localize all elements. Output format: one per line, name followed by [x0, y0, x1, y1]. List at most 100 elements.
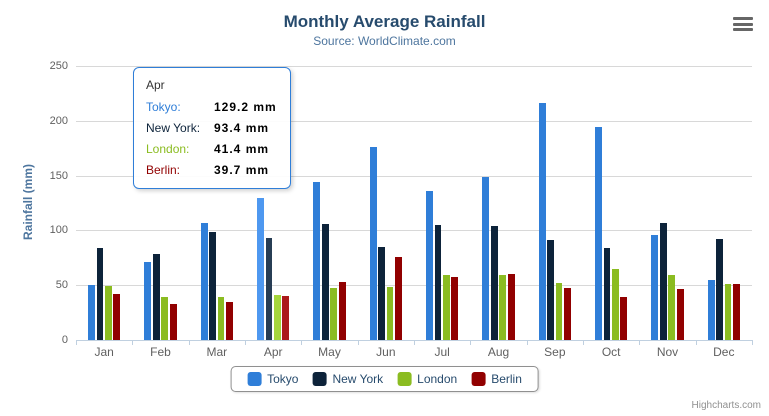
column-berlin-oct[interactable]	[620, 297, 628, 340]
y-axis-label: 100	[49, 224, 68, 237]
column-new-york-apr[interactable]	[265, 237, 273, 340]
legend-item-berlin[interactable]: Berlin	[471, 372, 522, 386]
column-berlin-nov[interactable]	[676, 288, 684, 340]
column-new-york-nov[interactable]	[659, 223, 667, 340]
legend-swatch-icon	[397, 372, 412, 386]
tooltip-series-label: London:	[146, 142, 190, 156]
column-new-york-dec[interactable]	[716, 238, 723, 340]
legend-swatch-icon	[471, 372, 486, 386]
export-menu-icon[interactable]	[733, 17, 753, 31]
x-axis-label: Feb	[150, 345, 171, 359]
legend-swatch-icon	[247, 372, 262, 386]
column-berlin-may[interactable]	[338, 282, 346, 340]
x-axis-label: Mar	[206, 345, 228, 359]
column-london-feb[interactable]	[161, 297, 169, 340]
column-new-york-mar[interactable]	[209, 232, 216, 340]
column-new-york-oct[interactable]	[603, 248, 611, 340]
column-berlin-mar[interactable]	[226, 302, 233, 340]
y-axis-label: 200	[49, 114, 68, 127]
column-new-york-feb[interactable]	[152, 253, 160, 340]
column-tokyo-jul[interactable]	[426, 191, 433, 340]
tooltip-row: New York: 93.4 mm	[146, 118, 280, 139]
column-new-york-aug[interactable]	[490, 225, 498, 340]
x-axis-tick	[526, 341, 528, 345]
x-axis-tick	[414, 341, 415, 345]
x-axis-label: Jun	[376, 345, 396, 359]
y-gridline	[76, 66, 752, 67]
column-tokyo-may[interactable]	[313, 182, 321, 340]
x-axis-label: Apr	[263, 345, 283, 359]
x-axis-tick	[752, 341, 753, 345]
column-london-jan[interactable]	[105, 286, 112, 340]
column-tokyo-oct[interactable]	[595, 127, 602, 340]
column-berlin-jul[interactable]	[451, 277, 459, 340]
y-axis-label: 50	[55, 279, 68, 292]
column-london-jul[interactable]	[443, 275, 450, 340]
column-london-nov[interactable]	[668, 275, 676, 340]
legend-item-tokyo[interactable]: Tokyo	[247, 372, 298, 386]
column-london-apr[interactable]	[274, 294, 281, 340]
column-berlin-sep[interactable]	[564, 287, 571, 340]
column-tokyo-feb[interactable]	[144, 261, 152, 340]
column-new-york-jul[interactable]	[434, 224, 442, 340]
x-axis-line	[76, 340, 753, 341]
tooltip-series-label: Berlin:	[146, 163, 181, 177]
x-axis-tick	[695, 341, 697, 345]
column-tokyo-mar[interactable]	[200, 223, 208, 340]
x-axis-label: Jan	[94, 345, 114, 359]
column-berlin-jun[interactable]	[395, 257, 402, 340]
tooltip-series-value: 93.4 mm	[214, 121, 270, 135]
column-new-york-jun[interactable]	[378, 247, 385, 340]
column-london-sep[interactable]	[555, 282, 563, 340]
tooltip: Apr Tokyo: 129.2 mm New York: 93.4 mm London…	[133, 67, 291, 189]
column-tokyo-apr[interactable]	[257, 198, 264, 340]
column-london-may[interactable]	[330, 288, 338, 340]
x-axis-label: Aug	[487, 345, 510, 359]
legend-label: Tokyo	[267, 372, 299, 386]
legend-label: London	[417, 372, 458, 386]
legend-item-new-york[interactable]: New York	[312, 372, 383, 386]
column-tokyo-nov[interactable]	[651, 235, 659, 340]
column-tokyo-jan[interactable]	[88, 285, 95, 340]
x-axis-tick	[357, 341, 359, 345]
column-berlin-dec[interactable]	[733, 283, 740, 340]
legend-label: Berlin	[491, 372, 522, 386]
column-tokyo-aug[interactable]	[482, 177, 490, 340]
column-berlin-apr[interactable]	[282, 296, 290, 340]
y-axis-label: 0	[61, 334, 68, 346]
column-new-york-jan[interactable]	[96, 248, 104, 340]
legend-swatch-icon	[312, 372, 327, 386]
tooltip-row: London: 41.4 mm	[146, 139, 280, 160]
column-berlin-aug[interactable]	[507, 273, 515, 340]
x-axis-tick	[301, 341, 303, 345]
column-berlin-feb[interactable]	[169, 303, 177, 340]
x-axis-label: May	[318, 345, 341, 359]
column-tokyo-dec[interactable]	[707, 280, 715, 340]
y-axis-title: Rainfall (mm)	[21, 164, 35, 241]
column-tokyo-jun[interactable]	[369, 147, 377, 340]
credits-link[interactable]: Highcharts.com	[691, 400, 761, 411]
x-axis-label: Sep	[544, 345, 566, 359]
column-new-york-sep[interactable]	[547, 240, 554, 340]
x-axis-label: Nov	[656, 345, 679, 359]
tooltip-series-label: New York:	[146, 121, 201, 135]
column-new-york-may[interactable]	[321, 223, 329, 340]
legend-item-london[interactable]: London	[397, 372, 457, 386]
column-london-jun[interactable]	[386, 287, 394, 340]
tooltip-header: Apr	[146, 78, 165, 92]
column-berlin-jan[interactable]	[113, 293, 121, 340]
x-axis-tick	[132, 341, 134, 345]
column-tokyo-sep[interactable]	[538, 102, 546, 340]
legend-label: New York	[332, 372, 384, 386]
tooltip-series-value: 41.4 mm	[214, 142, 270, 156]
column-london-dec[interactable]	[724, 283, 732, 340]
y-axis-label: 250	[49, 60, 68, 72]
column-london-mar[interactable]	[217, 296, 225, 340]
column-london-aug[interactable]	[499, 274, 507, 340]
tooltip-series-value: 39.7 mm	[214, 163, 270, 177]
x-axis-label: Dec	[713, 345, 735, 359]
y-gridline	[76, 230, 752, 232]
tooltip-row: Berlin: 39.7 mm	[146, 160, 280, 181]
column-london-oct[interactable]	[612, 268, 619, 340]
